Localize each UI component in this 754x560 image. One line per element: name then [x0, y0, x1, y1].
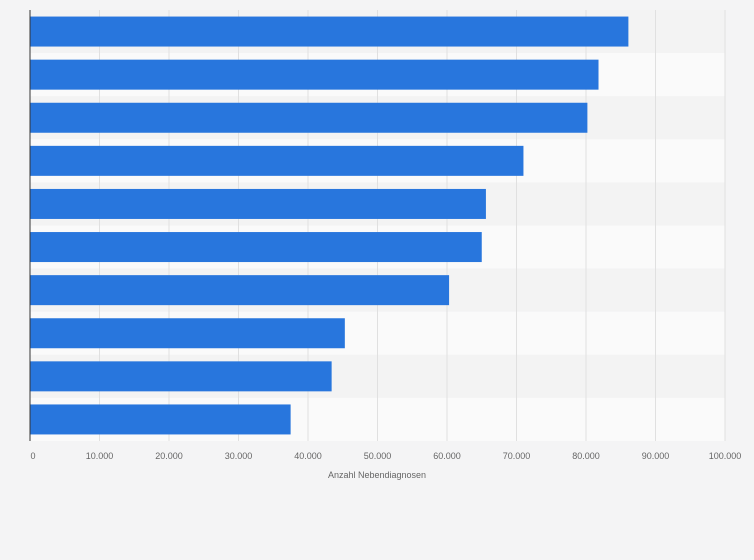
bar[interactable] [30, 361, 332, 392]
bar[interactable] [30, 275, 450, 306]
bar[interactable] [30, 59, 599, 90]
x-axis-title: Anzahl Nebendiagnosen [328, 470, 426, 480]
bar[interactable] [30, 102, 588, 133]
x-tick-label: 0 [30, 451, 35, 461]
x-tick-label: 10.000 [86, 451, 114, 461]
bar[interactable] [30, 188, 486, 219]
bar[interactable] [30, 16, 629, 47]
x-tick-label: 50.000 [364, 451, 392, 461]
x-tick-label: 30.000 [225, 451, 253, 461]
bar[interactable] [30, 145, 524, 176]
bar[interactable] [30, 318, 345, 349]
x-tick-label: 90.000 [642, 451, 670, 461]
x-tick-label: 80.000 [572, 451, 600, 461]
x-tick-label: 60.000 [433, 451, 461, 461]
x-tick-labels: 0 10.000 20.000 30.000 40.000 50.000 60.000 70.… [30, 451, 741, 461]
bar[interactable] [30, 404, 291, 435]
x-tick-label: 100.000 [709, 451, 742, 461]
bar[interactable] [30, 232, 482, 263]
x-tick-label: 70.000 [503, 451, 531, 461]
x-tick-label: 40.000 [294, 451, 322, 461]
x-tick-label: 20.000 [155, 451, 183, 461]
bars [30, 16, 629, 435]
